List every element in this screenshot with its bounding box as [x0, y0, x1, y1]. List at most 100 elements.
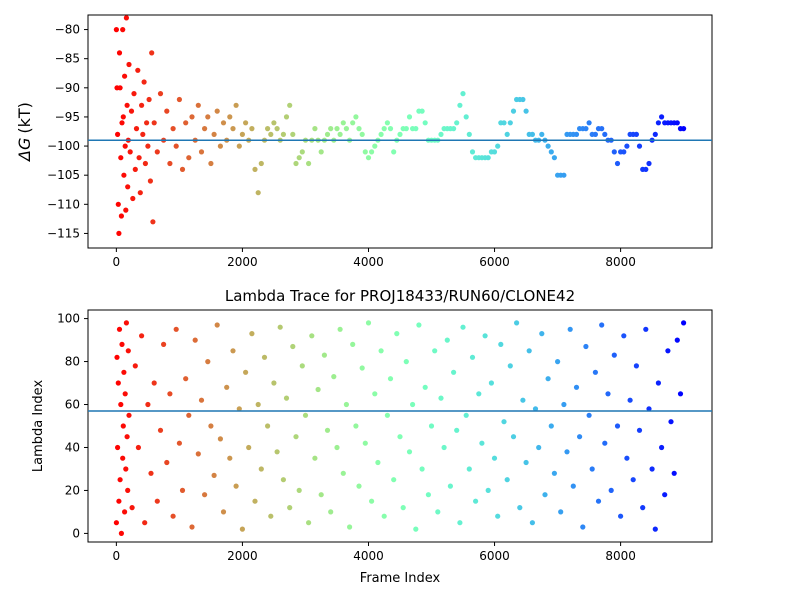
data-point [328, 126, 334, 132]
data-point [646, 406, 652, 412]
data-point [258, 160, 264, 167]
data-point [362, 149, 368, 155]
data-point [120, 27, 126, 33]
data-point [495, 143, 501, 149]
data-point [510, 108, 517, 114]
data-point [649, 466, 655, 472]
data-point [353, 423, 359, 429]
data-point [122, 73, 128, 79]
data-point [114, 354, 120, 360]
data-point [422, 384, 428, 390]
data-point [592, 131, 599, 137]
data-point [627, 397, 633, 403]
data-point [211, 131, 217, 137]
data-point [403, 126, 409, 132]
data-point [614, 160, 621, 167]
data-point [476, 391, 482, 397]
dg-points [113, 15, 687, 236]
lambda-points [113, 320, 687, 537]
data-point [384, 120, 390, 126]
data-point [189, 524, 195, 530]
data-point [283, 114, 290, 120]
lambda-x-axis-label: Frame Index [360, 571, 441, 586]
data-point [299, 149, 305, 155]
data-point [293, 434, 299, 440]
data-point [280, 477, 286, 483]
data-point [149, 50, 155, 56]
data-point [274, 449, 280, 455]
data-point [140, 131, 146, 137]
data-point [551, 155, 558, 161]
data-point [542, 492, 548, 498]
y-tick-label: 80 [65, 355, 80, 369]
data-point [202, 126, 208, 132]
y-tick-label: 0 [72, 526, 80, 540]
data-point [428, 423, 435, 429]
data-point [681, 320, 687, 326]
data-point [113, 520, 119, 526]
data-point [120, 114, 126, 120]
data-point [243, 369, 249, 375]
data-point [454, 120, 460, 126]
data-point [381, 126, 387, 132]
data-point [118, 213, 124, 219]
data-point [406, 114, 413, 120]
data-point [139, 333, 145, 339]
data-point [136, 155, 142, 161]
data-point [147, 178, 153, 184]
data-point [126, 412, 132, 418]
data-point [115, 201, 121, 207]
data-point [655, 120, 662, 126]
x-tick-label: 2000 [227, 255, 258, 269]
data-point [340, 120, 346, 126]
data-point [198, 149, 205, 155]
data-point [337, 326, 343, 332]
x-tick-label: 6000 [479, 255, 510, 269]
data-point [116, 326, 123, 332]
data-point [469, 354, 476, 360]
data-point [118, 401, 124, 408]
data-point [122, 143, 128, 149]
data-point [208, 423, 214, 429]
data-point [438, 131, 444, 137]
dg-axes-frame [87, 14, 713, 249]
data-point [403, 359, 409, 365]
data-point [255, 401, 261, 408]
data-point [179, 487, 186, 493]
data-point [115, 380, 121, 386]
data-point [523, 108, 529, 114]
data-point [312, 455, 318, 461]
data-point [151, 380, 157, 386]
data-point [116, 230, 122, 236]
data-point [520, 397, 526, 403]
dg-y-axis-label: ΔG (kT) [15, 102, 34, 163]
data-point [583, 126, 589, 132]
data-point [296, 155, 302, 161]
data-point [558, 509, 564, 515]
data-point [145, 401, 151, 408]
data-point [347, 524, 353, 530]
y-tick-label: −85 [55, 52, 80, 66]
data-point [302, 412, 309, 418]
data-point [570, 483, 576, 489]
data-point [132, 166, 138, 172]
data-point [121, 172, 127, 178]
data-point [640, 505, 646, 511]
data-point [120, 423, 126, 429]
data-point [131, 91, 137, 97]
data-point [121, 369, 127, 375]
data-point [451, 369, 457, 375]
data-point [192, 337, 198, 343]
data-point [454, 427, 460, 433]
data-point [290, 131, 296, 137]
data-point [491, 149, 498, 155]
data-point [340, 470, 346, 476]
y-tick-label: 20 [65, 483, 80, 497]
data-point [115, 131, 121, 137]
data-point [356, 483, 362, 489]
data-point [205, 359, 211, 365]
data-point [561, 172, 567, 178]
data-point [384, 412, 390, 418]
y-tick-label: −105 [47, 168, 80, 182]
data-point [630, 477, 636, 483]
